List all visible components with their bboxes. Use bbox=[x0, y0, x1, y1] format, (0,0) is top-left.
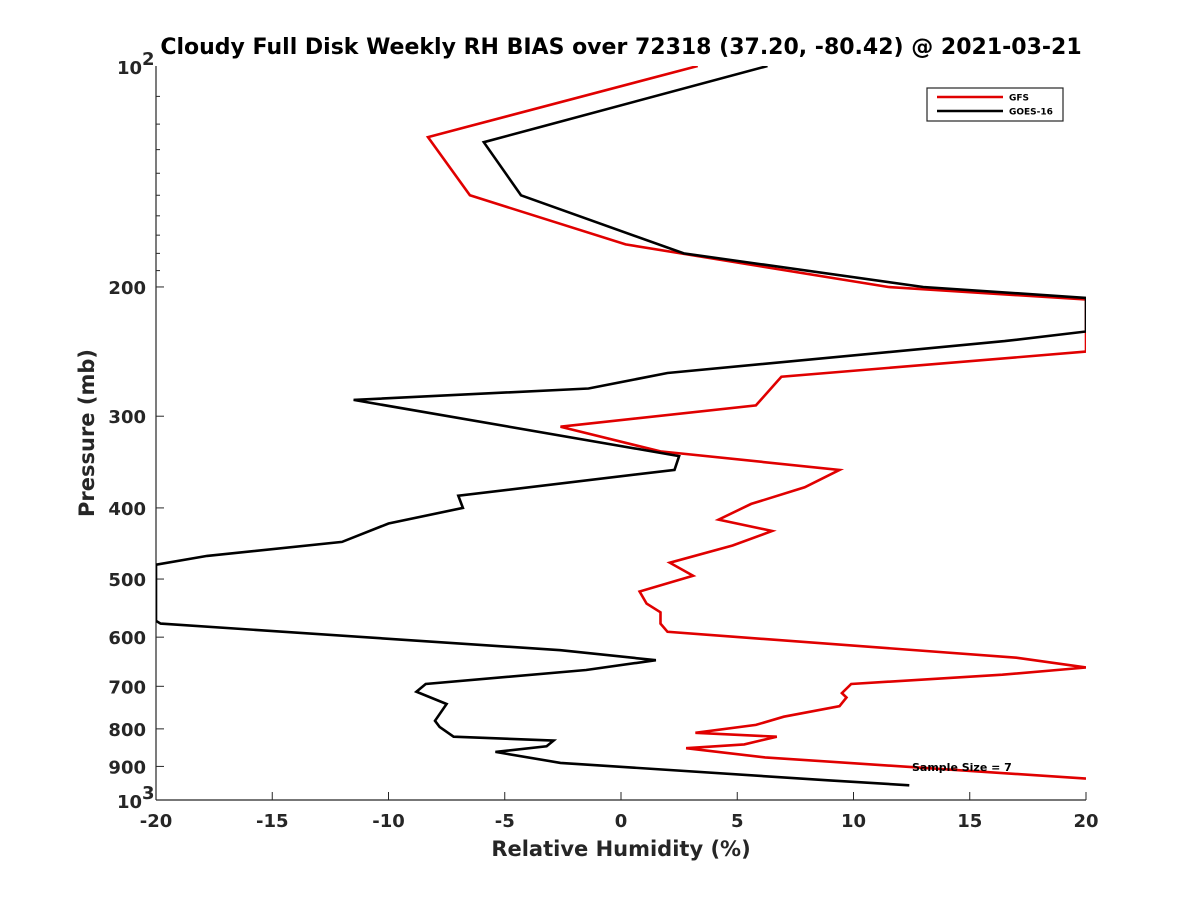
y-tick-label: 800 bbox=[108, 720, 146, 741]
y-tick-label: 300 bbox=[108, 407, 146, 428]
y-tick-label: 900 bbox=[108, 757, 146, 778]
axis-ticks: -20 -15 -10 -5 0 5 10 15 20 200 300 400 500 600 700 800… bbox=[108, 49, 1098, 832]
x-tick-label: 0 bbox=[615, 811, 628, 832]
x-tick-label: -5 bbox=[495, 811, 515, 832]
y-tick-exp-top: 2 bbox=[142, 49, 155, 70]
x-tick-label: -15 bbox=[256, 811, 289, 832]
y-tick-label-bottom: 10 bbox=[117, 792, 142, 813]
y-axis-label: Pressure (mb) bbox=[75, 349, 99, 517]
legend-entry: GOES-16 bbox=[1009, 108, 1053, 118]
sample-size-annotation: Sample Size = 7 bbox=[912, 761, 1012, 774]
legend-entry: GFS bbox=[1009, 94, 1029, 104]
y-tick-label: 600 bbox=[108, 628, 146, 649]
y-tick-label: 200 bbox=[108, 278, 146, 299]
series-line-goes-16 bbox=[156, 66, 1086, 787]
x-tick-label: 15 bbox=[957, 811, 982, 832]
y-tick-label: 400 bbox=[108, 499, 146, 520]
chart-title: Cloudy Full Disk Weekly RH BIAS over 723… bbox=[160, 35, 1081, 60]
x-tick-label: -20 bbox=[140, 811, 173, 832]
y-tick-label-top: 10 bbox=[117, 58, 142, 79]
x-axis-label: Relative Humidity (%) bbox=[491, 837, 750, 861]
legend: GFS GOES-16 bbox=[926, 87, 1064, 122]
series-layer bbox=[156, 66, 1086, 787]
series-line-gfs bbox=[425, 66, 1086, 780]
x-tick-label: 10 bbox=[841, 811, 866, 832]
y-tick-exp-bottom: 3 bbox=[142, 783, 155, 804]
x-tick-label: 20 bbox=[1073, 811, 1098, 832]
y-tick-label: 500 bbox=[108, 570, 146, 591]
x-tick-label: -10 bbox=[372, 811, 405, 832]
y-tick-label: 700 bbox=[108, 677, 146, 698]
legend-box bbox=[926, 87, 1064, 122]
x-tick-label: 5 bbox=[731, 811, 744, 832]
